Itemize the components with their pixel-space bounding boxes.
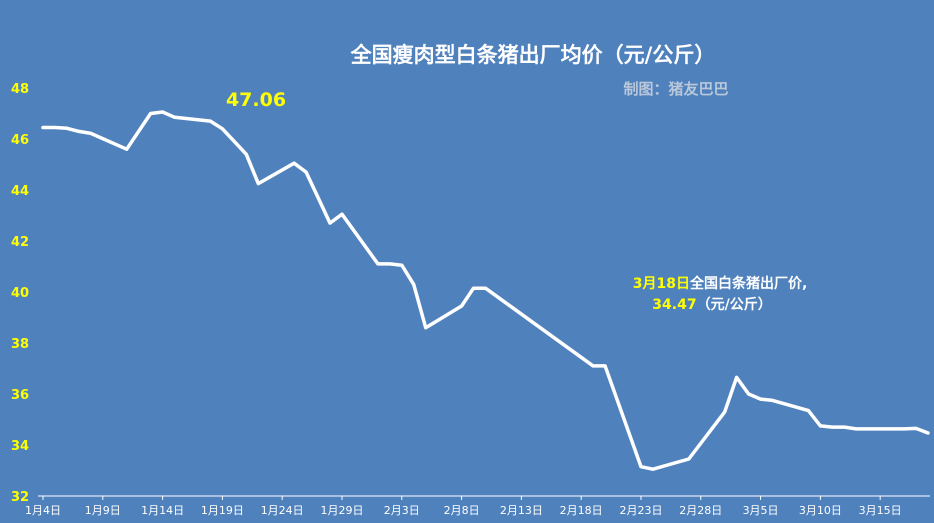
data-point [914,426,918,430]
peak-value-label: 47.06 [226,89,286,111]
data-point [220,127,224,131]
annotation-date: 3月18日 [633,276,690,292]
data-point [818,424,822,428]
data-point [53,126,57,130]
price-series-line [41,110,930,471]
data-point [89,131,93,135]
data-point [890,427,894,431]
x-tick-label: 3月5日 [743,504,779,517]
data-point [400,263,404,267]
annotation-line-2: 34.47（元/公斤） [652,296,771,313]
drop-lines [42,111,929,496]
y-tick-label: 40 [11,286,29,301]
chart-credit: 制图：猪友巴巴 [623,80,728,98]
data-point [735,375,739,379]
data-point [125,147,129,151]
y-tick-label: 42 [11,235,29,250]
annotation-line-1: 3月18日全国白条猪出厂价, [633,275,808,292]
data-point [759,397,763,401]
data-point [232,140,236,144]
data-point [376,262,380,266]
x-axis-ticks: 1月4日 1月9日 1月14日 1月19日 1月24日 1月29日 2月3日 2月8日 2月13… [25,496,902,517]
y-tick-label: 32 [11,490,29,505]
data-point [926,431,930,435]
data-point [77,129,81,133]
data-point [460,304,464,308]
data-point [484,286,487,290]
data-point [173,115,177,119]
y-tick-label: 34 [11,439,29,454]
x-tick-label: 1月4日 [25,504,61,517]
data-point [842,425,846,429]
x-tick-label: 2月13日 [500,504,543,517]
data-point [472,286,476,290]
data-point [424,326,428,330]
annotation-text: 全国白条猪出厂价, [689,275,807,292]
data-point [854,427,858,431]
data-point [340,212,344,216]
y-axis-ticks: 32 34 36 38 40 42 44 46 48 [11,82,29,505]
x-tick-label: 2月8日 [444,504,480,517]
data-point [244,152,248,156]
y-tick-label: 36 [11,388,29,403]
data-point [603,364,607,368]
y-tick-label: 48 [11,82,29,97]
data-point [902,427,906,431]
y-tick-label: 46 [11,133,29,148]
data-point [41,126,45,130]
data-point [149,112,153,115]
x-tick-label: 3月10日 [799,504,842,517]
data-point [723,410,727,414]
x-tick-label: 1月24日 [261,504,304,517]
x-tick-label: 1月14日 [141,504,184,517]
x-tick-label: 2月18日 [560,504,603,517]
data-point [316,196,320,200]
chart-title: 全国瘦肉型白条猪出厂均价（元/公斤） [350,43,716,67]
data-point [292,161,296,165]
x-tick-label: 2月28日 [679,504,722,517]
annotation-unit: （元/公斤） [697,296,772,313]
data-point [747,392,751,396]
x-tick-label: 1月29日 [320,504,363,517]
y-tick-label: 44 [11,184,29,199]
data-point [256,182,260,186]
data-point [806,409,810,413]
x-tick-label: 2月3日 [384,504,420,517]
x-tick-label: 1月9日 [85,504,121,517]
data-point [830,425,834,429]
data-point [65,126,69,130]
data-point [208,119,212,123]
data-point [328,221,332,225]
x-tick-label: 1月19日 [201,504,244,517]
data-point [412,282,416,286]
x-tick-label: 2月23日 [619,504,662,517]
data-point [687,457,691,461]
data-point [161,110,165,114]
y-tick-label: 38 [11,337,29,352]
data-point [771,398,775,402]
x-tick-label: 3月15日 [859,504,902,517]
data-point [639,465,643,469]
data-point [651,467,655,471]
data-point [591,364,595,368]
data-point [304,170,308,174]
data-point [388,262,392,266]
annotation-value: 34.47 [652,297,696,313]
